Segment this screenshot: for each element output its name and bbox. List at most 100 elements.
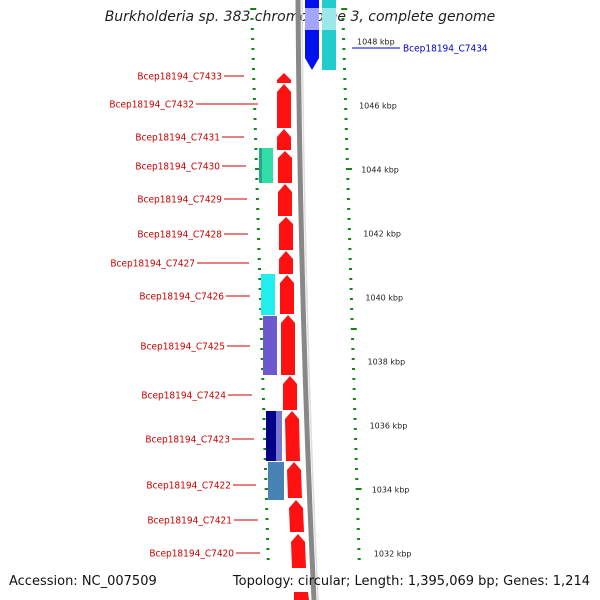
gene-arrow-c7421[interactable] (289, 500, 304, 532)
tick-mark (342, 58, 346, 60)
gene-arrow-next[interactable] (294, 592, 309, 600)
tick-mark (357, 548, 361, 550)
tick-mark (265, 508, 269, 510)
tick-mark (344, 128, 348, 130)
forward-gene-track (277, 73, 309, 600)
kbp-scale-label: 1040 kbp (365, 294, 403, 303)
tick-mark (351, 358, 355, 360)
gene-label[interactable]: Bcep18194_C7428 (137, 230, 222, 241)
tick-mark (254, 148, 258, 150)
kbp-scale-label: 1034 kbp (372, 486, 410, 495)
gene-arrow-c7424[interactable] (283, 376, 297, 410)
tick-mark (256, 208, 260, 210)
gene-arrow-c7429[interactable] (278, 184, 292, 216)
gene-label[interactable]: Bcep18194_C7426 (139, 292, 224, 303)
tick-mark (260, 358, 264, 360)
gene-arrow-c7426[interactable] (280, 275, 294, 314)
tick-mark (255, 168, 261, 170)
tick-mark (265, 518, 269, 520)
kbp-scale-label: 1032 kbp (374, 550, 412, 559)
gene-label[interactable]: Bcep18194_C7434 (403, 44, 488, 55)
tick-mark (346, 168, 352, 170)
tick-mark (255, 178, 259, 180)
feature-block-c7430-edge (259, 148, 262, 183)
tick-mark (252, 88, 256, 90)
tick-mark (258, 288, 262, 290)
tick-mark (264, 488, 271, 490)
feature-block-track (259, 148, 284, 500)
tick-mark (343, 68, 346, 70)
tick-mark (353, 408, 357, 410)
tick-mark (266, 538, 270, 540)
tick-mark (346, 178, 350, 180)
tick-mark (348, 238, 352, 240)
gene-label[interactable]: Bcep18194_C7431 (135, 133, 220, 144)
kbp-scale-label: 1038 kbp (368, 358, 406, 367)
gene-label[interactable]: Bcep18194_C7420 (149, 549, 234, 560)
gene-arrow-c7433[interactable] (277, 73, 291, 83)
tick-mark (258, 268, 261, 270)
tick-mark (354, 438, 358, 440)
tick-mark (356, 508, 360, 510)
gene-overlay-c7434 (305, 8, 319, 30)
gene-arrow-c7430[interactable] (278, 151, 292, 183)
tick-mark (344, 118, 348, 120)
tick-mark (355, 488, 362, 490)
gene-label[interactable]: Bcep18194_C7424 (141, 391, 226, 402)
tick-mark (349, 298, 353, 300)
gene-label[interactable]: Bcep18194_C7432 (109, 100, 194, 111)
feature-block-c7426[interactable] (261, 274, 275, 315)
tick-mark (351, 348, 355, 350)
feature-block-c7425[interactable] (263, 316, 277, 375)
tick-mark (346, 198, 350, 200)
tick-mark (350, 308, 354, 310)
kbp-scale-label: 1044 kbp (361, 166, 399, 175)
gene-arrow-c7420[interactable] (291, 534, 306, 568)
feature-block-c7430[interactable] (259, 148, 273, 183)
feature-block-c7422[interactable] (268, 462, 284, 500)
tick-mark (352, 398, 356, 400)
kbp-scale: 1048 kbp 1046 kbp 1044 kbp 1042 kbp 1040 kbp… (357, 38, 412, 559)
gene-arrow-c7428[interactable] (279, 217, 293, 250)
tick-mark (342, 48, 346, 50)
tick-mark (252, 98, 256, 100)
gene-label[interactable]: Bcep18194_C7423 (145, 435, 230, 446)
kbp-scale-label: 1046 kbp (359, 102, 397, 111)
gene-label[interactable]: Bcep18194_C7425 (140, 342, 225, 353)
gene-label[interactable]: Bcep18194_C7427 (110, 259, 195, 270)
tick-mark (250, 28, 254, 30)
tick-mark (261, 388, 265, 390)
gene-label[interactable]: Bcep18194_C7421 (147, 516, 232, 527)
feature-block-c7423-dark[interactable] (266, 411, 276, 461)
gene-arrow-c7423[interactable] (285, 411, 300, 461)
tick-mark (260, 348, 264, 350)
tick-mark (253, 128, 257, 130)
tick-mark (254, 138, 258, 140)
tick-mark (357, 558, 361, 560)
tick-mark (349, 268, 352, 270)
tick-mark (263, 448, 267, 450)
gene-arrow-c7427[interactable] (279, 251, 293, 274)
gene-arrow-c7432[interactable] (277, 84, 291, 128)
tick-mark (256, 218, 260, 220)
tick-mark (353, 418, 357, 420)
tick-mark (354, 448, 358, 450)
gene-label[interactable]: Bcep18194_C7430 (135, 162, 220, 173)
tick-mark (262, 418, 266, 420)
tick-mark (347, 228, 351, 230)
tick-mark (262, 428, 266, 430)
gene-arrow-c7425[interactable] (281, 315, 295, 375)
gene-label[interactable]: Bcep18194_C7433 (137, 72, 222, 83)
gene-arrow-c7431[interactable] (277, 129, 291, 150)
gene-arrow-c7422[interactable] (287, 462, 302, 498)
chromosome-backbone (295, 0, 317, 600)
gene-label[interactable]: Bcep18194_C7422 (146, 481, 231, 492)
tick-mark (261, 398, 265, 400)
tick-mark (261, 378, 265, 380)
tick-mark (345, 158, 349, 160)
tick-mark (349, 278, 353, 280)
tick-mark (341, 28, 345, 30)
feature-block-c7423-light[interactable] (276, 411, 282, 461)
gene-label[interactable]: Bcep18194_C7429 (137, 195, 222, 206)
tick-mark (341, 8, 348, 10)
